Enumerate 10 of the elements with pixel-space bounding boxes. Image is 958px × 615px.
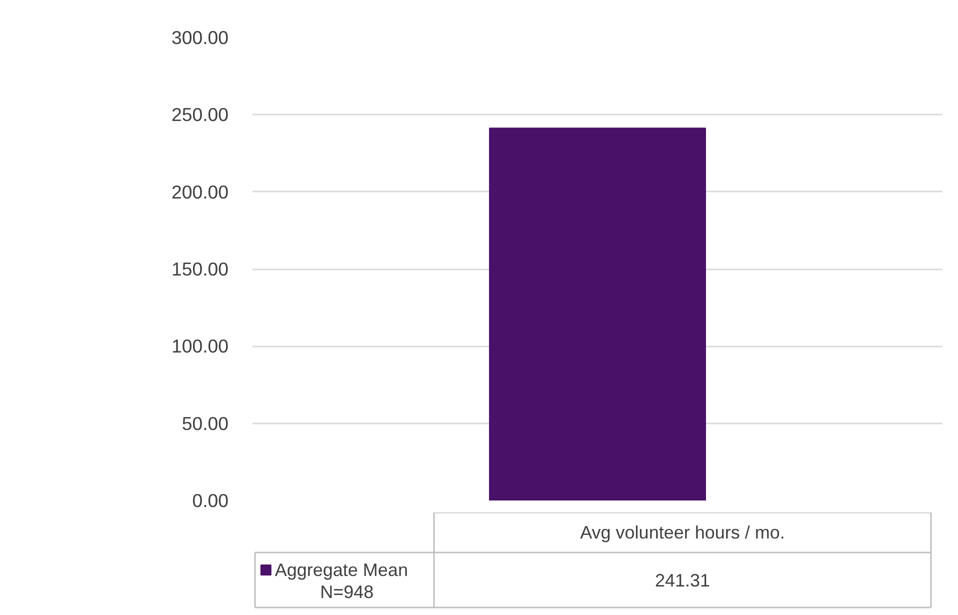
text: 241.31 bbox=[654, 570, 710, 590]
y-tick-label: 200.00 bbox=[171, 181, 228, 202]
y-tick-label: 300.00 bbox=[171, 27, 228, 48]
x-tick-label: Avg volunteer hours / mo. bbox=[580, 522, 785, 542]
y-tick-label: 50.00 bbox=[182, 412, 228, 434]
legend-label: Aggregate Mean N=948 bbox=[274, 560, 408, 602]
y-tick-label: 150.00 bbox=[171, 258, 228, 280]
y-tick-label: 250.00 bbox=[171, 104, 228, 126]
y-tick-label: 100.00 bbox=[171, 336, 228, 357]
y-tick-label: 0.00 bbox=[192, 490, 228, 511]
